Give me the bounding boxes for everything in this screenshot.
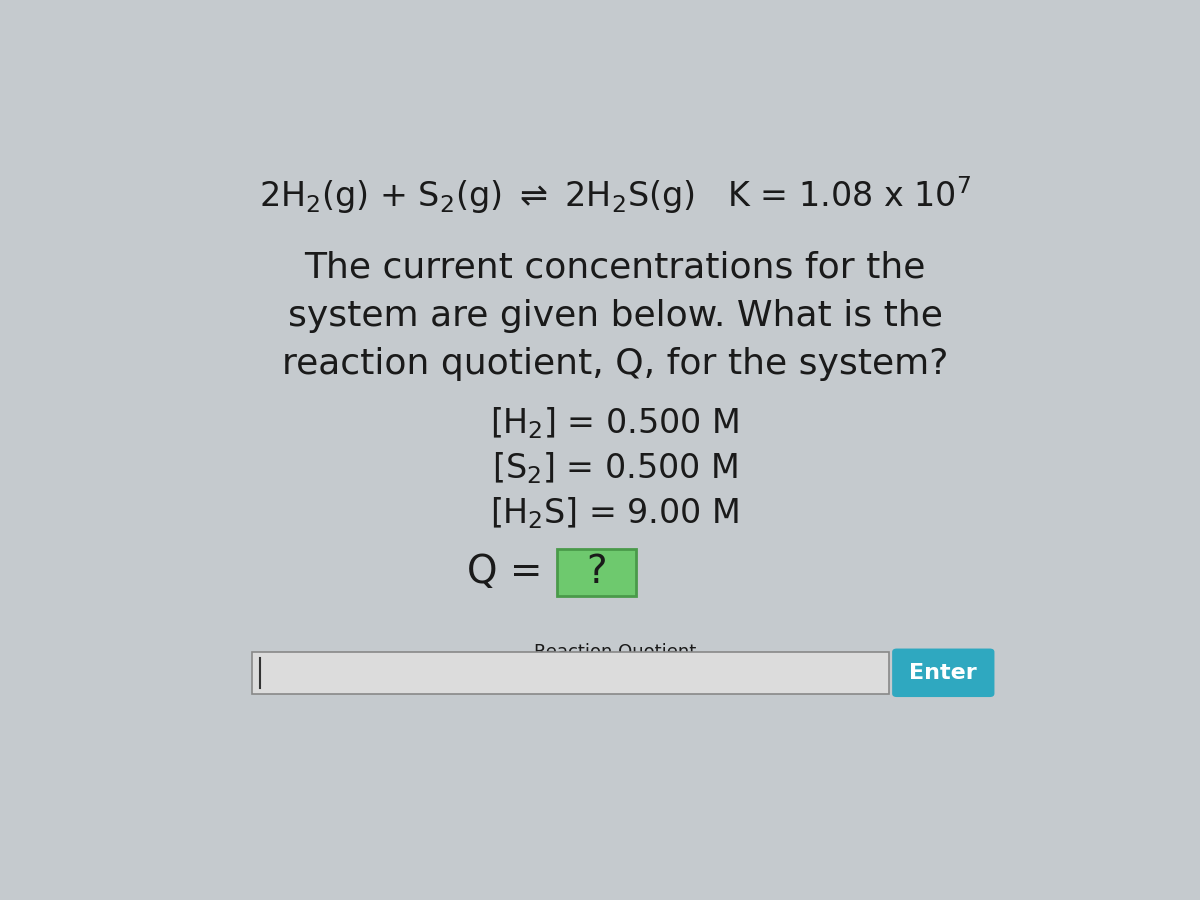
Text: reaction quotient, Q, for the system?: reaction quotient, Q, for the system? [282, 347, 948, 382]
Text: Enter: Enter [910, 662, 977, 683]
Text: [H$_2$] = 0.500 M: [H$_2$] = 0.500 M [491, 406, 739, 441]
Text: [H$_2$S] = 9.00 M: [H$_2$S] = 9.00 M [491, 496, 739, 531]
FancyBboxPatch shape [252, 652, 889, 694]
Text: system are given below. What is the: system are given below. What is the [288, 299, 942, 333]
Text: ?: ? [587, 554, 607, 591]
Text: Q =: Q = [467, 554, 554, 591]
FancyBboxPatch shape [557, 549, 636, 596]
Text: 2H$_2$(g) + S$_2$(g) $\rightleftharpoons$ 2H$_2$S(g)   K = 1.08 x 10$^7$: 2H$_2$(g) + S$_2$(g) $\rightleftharpoons… [259, 174, 971, 215]
FancyBboxPatch shape [892, 649, 995, 697]
Text: Reaction Quotient: Reaction Quotient [534, 643, 696, 661]
Text: The current concentrations for the: The current concentrations for the [305, 250, 925, 284]
Text: [S$_2$] = 0.500 M: [S$_2$] = 0.500 M [492, 451, 738, 486]
